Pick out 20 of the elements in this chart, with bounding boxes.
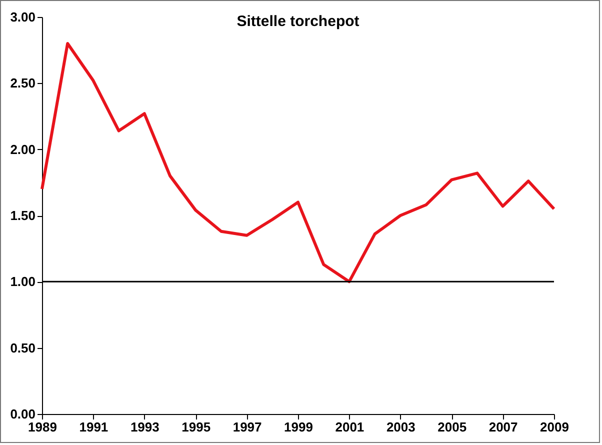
y-tick-label: 1.00 — [10, 274, 36, 290]
y-tick-label: 1.50 — [10, 208, 36, 223]
x-tick-label: 1997 — [232, 420, 262, 434]
y-tick-label: 3.00 — [10, 10, 36, 24]
x-tick-label: 2001 — [335, 420, 364, 434]
y-tick-label: 2.50 — [10, 76, 36, 91]
y-tick-label: 2.00 — [10, 142, 36, 157]
x-tick-label: 2009 — [540, 420, 569, 434]
line-series — [40, 42, 556, 284]
x-tick-label: 1995 — [182, 420, 211, 434]
x-tick-label: 2007 — [488, 420, 518, 434]
chart-title: Sittelle torchepot — [236, 13, 360, 30]
x-tick-label: 1993 — [130, 420, 160, 434]
x-tick-label: 1991 — [79, 420, 108, 434]
x-tick-label: 2003 — [386, 420, 416, 434]
x-tick-label: 1999 — [284, 420, 313, 434]
x-tick-label: 2005 — [438, 420, 467, 434]
y-tick-label: 0.50 — [10, 340, 36, 356]
y-tick-label: 0.00 — [10, 406, 36, 422]
x-tick-label: 1989 — [28, 420, 57, 434]
